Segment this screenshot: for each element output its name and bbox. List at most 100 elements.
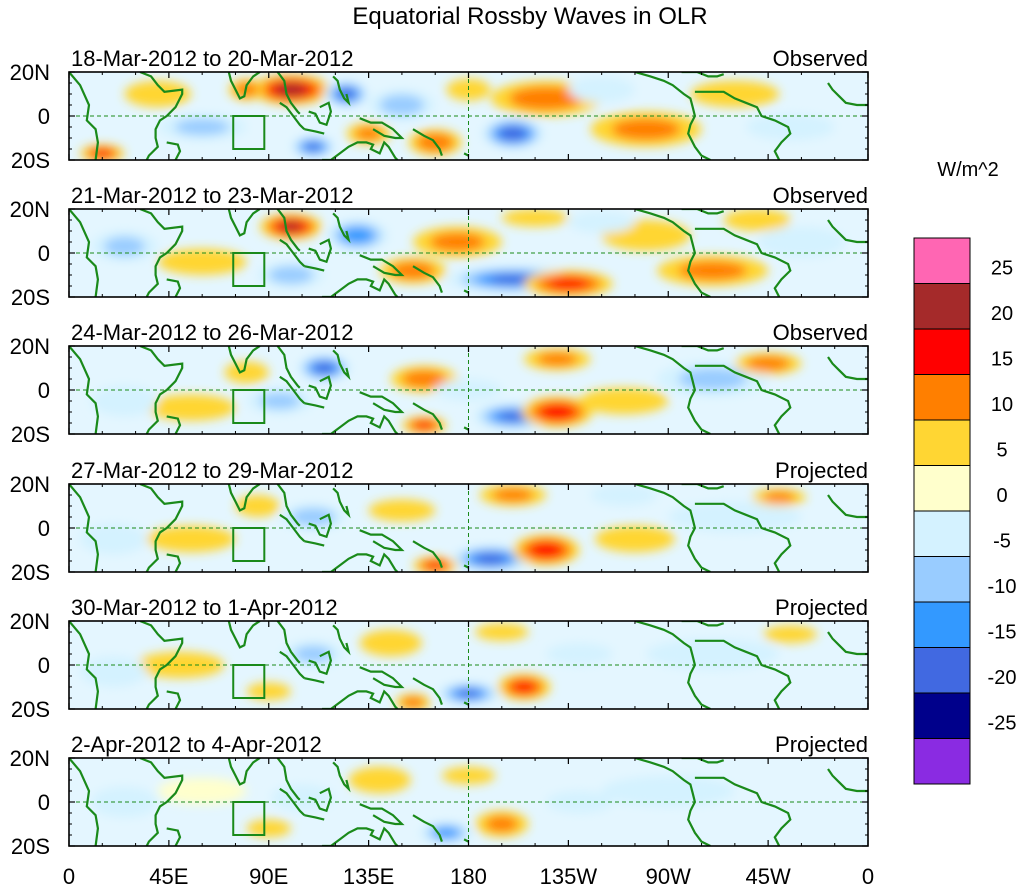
olr-contour xyxy=(757,226,846,258)
coastline xyxy=(359,254,405,277)
coastline xyxy=(681,484,725,490)
coastline xyxy=(139,621,184,709)
coastline xyxy=(694,776,792,846)
coastline xyxy=(827,494,868,519)
coastline xyxy=(308,375,333,401)
olr-contour xyxy=(413,421,435,430)
olr-contour xyxy=(489,274,537,284)
x-tick-label: 90E xyxy=(249,864,288,889)
colorbar-label: 0 xyxy=(996,485,1007,507)
panel-period-label: 30-Mar-2012 to 1-Apr-2012 xyxy=(71,595,338,620)
olr-contour xyxy=(430,232,485,252)
y-tick-label: 20N xyxy=(10,472,50,497)
colorbar-units: W/m^2 xyxy=(937,159,999,181)
olr-contour xyxy=(678,368,747,390)
index-region-box xyxy=(232,801,266,836)
y-tick-label: 20S xyxy=(11,285,50,310)
index-region-box xyxy=(232,115,266,150)
colorbar-swatch xyxy=(913,647,971,694)
coastline xyxy=(359,803,405,826)
anomaly-field xyxy=(69,484,868,572)
y-tick-label: 0 xyxy=(38,790,50,815)
olr-contour xyxy=(528,541,564,559)
olr-contour xyxy=(579,387,669,415)
coastline xyxy=(69,621,100,709)
olr-contour xyxy=(146,525,236,553)
panel-kind-label: Observed xyxy=(773,183,868,208)
y-tick-label: 20N xyxy=(10,334,50,359)
coastline xyxy=(166,415,182,434)
coastline xyxy=(359,666,405,689)
y-tick-label: 0 xyxy=(38,653,50,678)
olr-contour xyxy=(763,625,817,643)
panel-period-label: 21-Mar-2012 to 23-Mar-2012 xyxy=(71,183,353,208)
coastline xyxy=(304,814,325,821)
olr-contour xyxy=(568,76,635,103)
coastline xyxy=(276,346,301,389)
coastline xyxy=(166,690,182,709)
coastline xyxy=(412,128,443,156)
olr-contour xyxy=(348,766,411,794)
colorbar-label: -15 xyxy=(988,622,1017,644)
anomaly-field xyxy=(69,621,868,709)
colorbar-label: 25 xyxy=(991,258,1013,280)
panel-kind-label: Projected xyxy=(775,732,868,757)
coastline xyxy=(166,278,182,297)
olr-contour xyxy=(224,361,269,384)
olr-contour xyxy=(511,680,537,694)
colorbar-label: 5 xyxy=(996,440,1007,462)
colorbar: W/m^2 25 20 15 10 5 0 -5 -10 -15 -20 -25 xyxy=(913,159,1017,785)
coastline xyxy=(166,141,182,160)
olr-contour xyxy=(294,645,333,663)
coastline xyxy=(827,631,868,656)
coastline xyxy=(359,117,405,140)
anomaly-field xyxy=(69,72,868,160)
olr-contour xyxy=(568,211,635,234)
coastline xyxy=(681,72,725,78)
panel: 20N 0 20S 21-Mar-2012 to 23-Mar-2012 Observe… xyxy=(10,183,869,310)
coastline xyxy=(332,761,351,793)
coastline xyxy=(412,814,443,842)
chart-title: Equatorial Rossby Waves in OLR xyxy=(352,3,707,30)
y-tick-label: 20N xyxy=(10,746,50,771)
coastline xyxy=(69,72,100,160)
olr-contour xyxy=(745,113,835,141)
coastline xyxy=(634,346,711,434)
olr-contour xyxy=(690,80,780,108)
panel-period-label: 27-Mar-2012 to 29-Mar-2012 xyxy=(71,458,353,483)
x-tick-label: 45E xyxy=(149,864,188,889)
olr-contour xyxy=(509,86,584,111)
olr-contour xyxy=(595,525,675,553)
olr-contour xyxy=(146,394,236,421)
olr-contour xyxy=(313,362,335,374)
coastline xyxy=(227,209,261,237)
coastline xyxy=(166,553,182,572)
coastline xyxy=(827,219,868,244)
coastline xyxy=(681,346,725,352)
coastline xyxy=(694,502,792,572)
olr-contour xyxy=(379,94,425,116)
coastline xyxy=(69,346,100,434)
anomaly-field xyxy=(69,209,868,297)
colorbar-label: -10 xyxy=(988,576,1017,598)
coastline xyxy=(139,209,184,297)
x-tick-label: 45W xyxy=(746,864,791,889)
x-tick-label: 0 xyxy=(862,864,874,889)
coastline xyxy=(322,414,399,434)
colorbar-label: 10 xyxy=(991,394,1013,416)
y-tick-label: 20S xyxy=(11,697,50,722)
panel-kind-label: Projected xyxy=(775,458,868,483)
panel-period-label: 24-Mar-2012 to 26-Mar-2012 xyxy=(71,320,353,345)
coastline xyxy=(227,72,261,100)
olr-contour xyxy=(354,126,383,141)
coastline xyxy=(308,513,333,539)
coastline xyxy=(827,82,868,107)
olr-contour xyxy=(492,488,534,502)
coastline xyxy=(304,265,325,272)
coastline xyxy=(227,346,261,374)
coastline xyxy=(359,529,405,552)
olr-contour xyxy=(235,495,280,517)
coastline xyxy=(308,101,333,127)
olr-contour xyxy=(547,277,590,291)
olr-contour xyxy=(538,403,576,421)
